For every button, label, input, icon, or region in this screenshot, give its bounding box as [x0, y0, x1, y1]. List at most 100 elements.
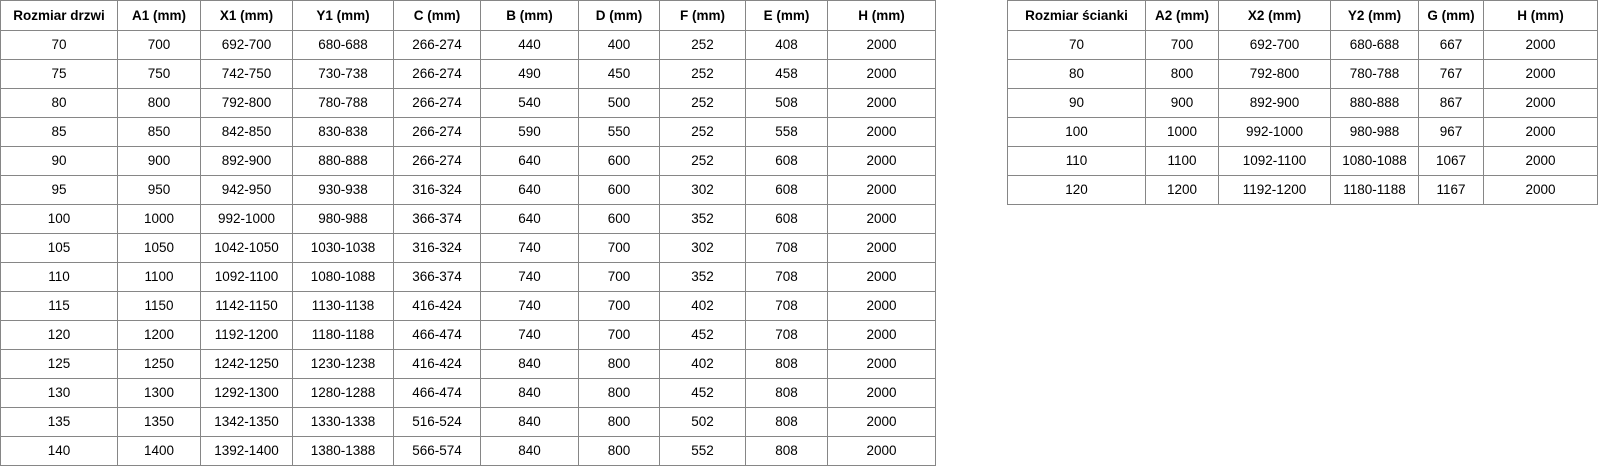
table-cell: 608: [745, 175, 828, 205]
table-cell: 2000: [1483, 175, 1598, 205]
table-cell: 402: [659, 349, 746, 379]
table-cell: 80: [1007, 59, 1146, 89]
table-cell: 1400: [117, 436, 201, 466]
table-cell: 100: [0, 204, 118, 234]
table-cell: 942-950: [200, 175, 293, 205]
table-cell: 800: [578, 349, 660, 379]
table-cell: 466-474: [393, 320, 481, 350]
table-cell: 90: [0, 146, 118, 176]
column-header-a2: A2 (mm): [1145, 0, 1219, 31]
table-cell: 680-688: [292, 30, 394, 60]
table-cell: 2000: [827, 349, 936, 379]
table-cell: 2000: [827, 146, 936, 176]
table-cell: 780-788: [292, 88, 394, 118]
table-cell: 516-524: [393, 407, 481, 437]
table-row: 135 1350 1342-1350 1330-1338 516-524 840 800 50…: [0, 407, 936, 437]
table-row: 70 700 692-700 680-688 667 2000: [1007, 30, 1598, 60]
table-cell: 416-424: [393, 349, 481, 379]
table-cell: 1142-1150: [200, 291, 293, 321]
table-cell: 2000: [827, 291, 936, 321]
table-cell: 992-1000: [200, 204, 293, 234]
column-header-rozmiar-scianki: Rozmiar ścianki: [1007, 0, 1146, 31]
table-cell: 1030-1038: [292, 233, 394, 263]
table-cell: 808: [745, 407, 828, 437]
table-cell: 792-800: [1218, 59, 1331, 89]
table-cell: 558: [745, 117, 828, 147]
column-header-g: G (mm): [1418, 0, 1484, 31]
table-cell: 680-688: [1330, 30, 1419, 60]
table-row: 110 1100 1092-1100 1080-1088 366-374 740 700 35…: [0, 262, 936, 292]
table-cell: 452: [659, 378, 746, 408]
table-cell: 352: [659, 262, 746, 292]
table-cell: 880-888: [1330, 88, 1419, 118]
table-cell: 840: [480, 378, 579, 408]
table-row: 70 700 692-700 680-688 266-274 440 400 252 408 20…: [0, 30, 936, 60]
table-cell: 808: [745, 378, 828, 408]
table-cell: 70: [1007, 30, 1146, 60]
table-cell: 767: [1418, 59, 1484, 89]
table-cell: 800: [1145, 59, 1219, 89]
table-cell: 992-1000: [1218, 117, 1331, 147]
table-cell: 1100: [117, 262, 201, 292]
table-cell: 316-324: [393, 175, 481, 205]
table-cell: 252: [659, 88, 746, 118]
table-cell: 1130-1138: [292, 291, 394, 321]
table-cell: 2000: [827, 262, 936, 292]
table-cell: 1380-1388: [292, 436, 394, 466]
table-cell: 730-738: [292, 59, 394, 89]
table-row: 140 1400 1392-1400 1380-1388 566-574 840 800 55…: [0, 436, 936, 466]
table-cell: 1280-1288: [292, 378, 394, 408]
table-cell: 252: [659, 117, 746, 147]
table-cell: 850: [117, 117, 201, 147]
table-cell: 2000: [1483, 88, 1598, 118]
table-cell: 70: [0, 30, 118, 60]
table-cell: 110: [1007, 146, 1146, 176]
table-cell: 508: [745, 88, 828, 118]
table-cell: 266-274: [393, 88, 481, 118]
table-cell: 252: [659, 146, 746, 176]
table-cell: 1192-1200: [200, 320, 293, 350]
table-cell: 1080-1088: [1330, 146, 1419, 176]
table-cell: 900: [117, 146, 201, 176]
table-cell: 1092-1100: [1218, 146, 1331, 176]
table-cell: 1180-1188: [292, 320, 394, 350]
table-cell: 880-888: [292, 146, 394, 176]
table-row: 105 1050 1042-1050 1030-1038 316-324 740 700 30…: [0, 233, 936, 263]
table-cell: 135: [0, 407, 118, 437]
table-cell: 740: [480, 320, 579, 350]
table-row: 90 900 892-900 880-888 266-274 640 600 252 608 20…: [0, 146, 936, 176]
table-cell: 742-750: [200, 59, 293, 89]
table-row: 100 1000 992-1000 980-988 967 2000: [1007, 117, 1598, 147]
column-header-e: E (mm): [745, 0, 828, 31]
table-cell: 458: [745, 59, 828, 89]
column-header-d: D (mm): [578, 0, 660, 31]
table-cell: 452: [659, 320, 746, 350]
table-cell: 708: [745, 262, 828, 292]
table-cell: 840: [480, 436, 579, 466]
table-cell: 352: [659, 204, 746, 234]
table-cell: 1080-1088: [292, 262, 394, 292]
table-cell: 75: [0, 59, 118, 89]
table-cell: 366-374: [393, 262, 481, 292]
table-cell: 1230-1238: [292, 349, 394, 379]
table-cell: 892-900: [200, 146, 293, 176]
table-cell: 120: [1007, 175, 1146, 205]
table-cell: 110: [0, 262, 118, 292]
table-cell: 90: [1007, 88, 1146, 118]
table-cell: 708: [745, 233, 828, 263]
table-cell: 2000: [827, 88, 936, 118]
table-row: 80 800 792-800 780-788 767 2000: [1007, 59, 1598, 89]
table-cell: 2000: [1483, 146, 1598, 176]
table-cell: 1000: [1145, 117, 1219, 147]
table-cell: 700: [117, 30, 201, 60]
column-header-x1: X1 (mm): [200, 0, 293, 31]
table-cell: 840: [480, 349, 579, 379]
table-cell: 2000: [827, 175, 936, 205]
table-cell: 2000: [1483, 59, 1598, 89]
table-cell: 950: [117, 175, 201, 205]
table-cell: 450: [578, 59, 660, 89]
column-header-y2: Y2 (mm): [1330, 0, 1419, 31]
table-cell: 2000: [827, 407, 936, 437]
table-cell: 930-938: [292, 175, 394, 205]
table-cell: 2000: [827, 233, 936, 263]
